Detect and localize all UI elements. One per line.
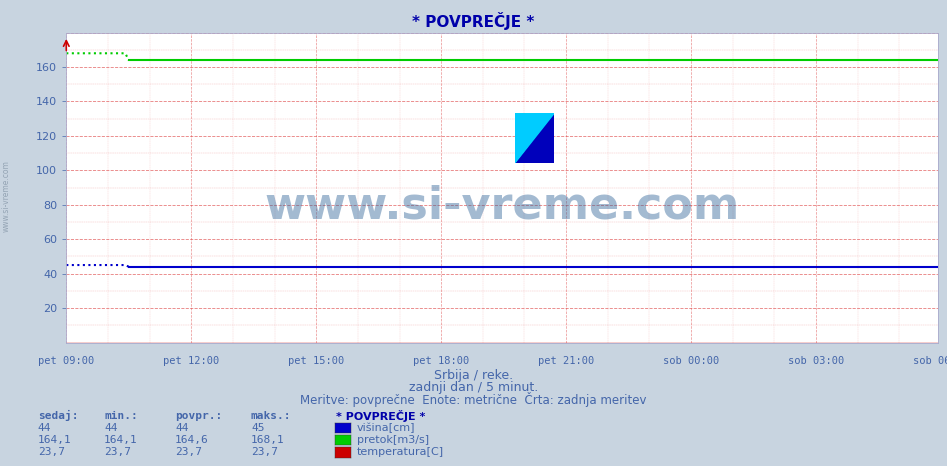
Text: sob 03:00: sob 03:00: [788, 356, 844, 366]
Text: * POVPREČJE *: * POVPREČJE *: [412, 12, 535, 30]
Text: Meritve: povprečne  Enote: metrične  Črta: zadnja meritev: Meritve: povprečne Enote: metrične Črta:…: [300, 392, 647, 407]
Text: pretok[m3/s]: pretok[m3/s]: [357, 435, 429, 445]
Text: www.si-vreme.com: www.si-vreme.com: [1, 160, 10, 232]
Text: pet 09:00: pet 09:00: [38, 356, 95, 366]
Text: 23,7: 23,7: [104, 447, 132, 457]
Polygon shape: [515, 113, 554, 163]
Text: 23,7: 23,7: [38, 447, 65, 457]
Text: 164,1: 164,1: [38, 435, 72, 445]
Text: temperatura[C]: temperatura[C]: [357, 447, 444, 457]
Text: 168,1: 168,1: [251, 435, 285, 445]
Text: 44: 44: [175, 423, 188, 433]
Text: višina[cm]: višina[cm]: [357, 423, 416, 433]
Text: 45: 45: [251, 423, 264, 433]
Text: www.si-vreme.com: www.si-vreme.com: [264, 185, 740, 228]
Text: povpr.:: povpr.:: [175, 411, 223, 421]
Bar: [535, 138, 554, 163]
Text: pet 21:00: pet 21:00: [538, 356, 595, 366]
Text: maks.:: maks.:: [251, 411, 292, 421]
Text: sob 00:00: sob 00:00: [663, 356, 719, 366]
Text: 23,7: 23,7: [251, 447, 278, 457]
Polygon shape: [515, 113, 554, 163]
Text: pet 15:00: pet 15:00: [288, 356, 345, 366]
Text: 23,7: 23,7: [175, 447, 203, 457]
Text: 44: 44: [104, 423, 117, 433]
Text: pet 12:00: pet 12:00: [163, 356, 220, 366]
Text: sob 06:00: sob 06:00: [913, 356, 947, 366]
Text: sedaj:: sedaj:: [38, 410, 79, 421]
Text: 164,1: 164,1: [104, 435, 138, 445]
Text: * POVPREČJE *: * POVPREČJE *: [336, 410, 425, 422]
Text: zadnji dan / 5 minut.: zadnji dan / 5 minut.: [409, 381, 538, 394]
Bar: [535, 113, 554, 138]
Text: 44: 44: [38, 423, 51, 433]
Text: 164,6: 164,6: [175, 435, 209, 445]
Text: Srbija / reke.: Srbija / reke.: [434, 369, 513, 382]
Text: min.:: min.:: [104, 411, 138, 421]
Text: pet 18:00: pet 18:00: [413, 356, 470, 366]
Bar: [515, 113, 535, 138]
